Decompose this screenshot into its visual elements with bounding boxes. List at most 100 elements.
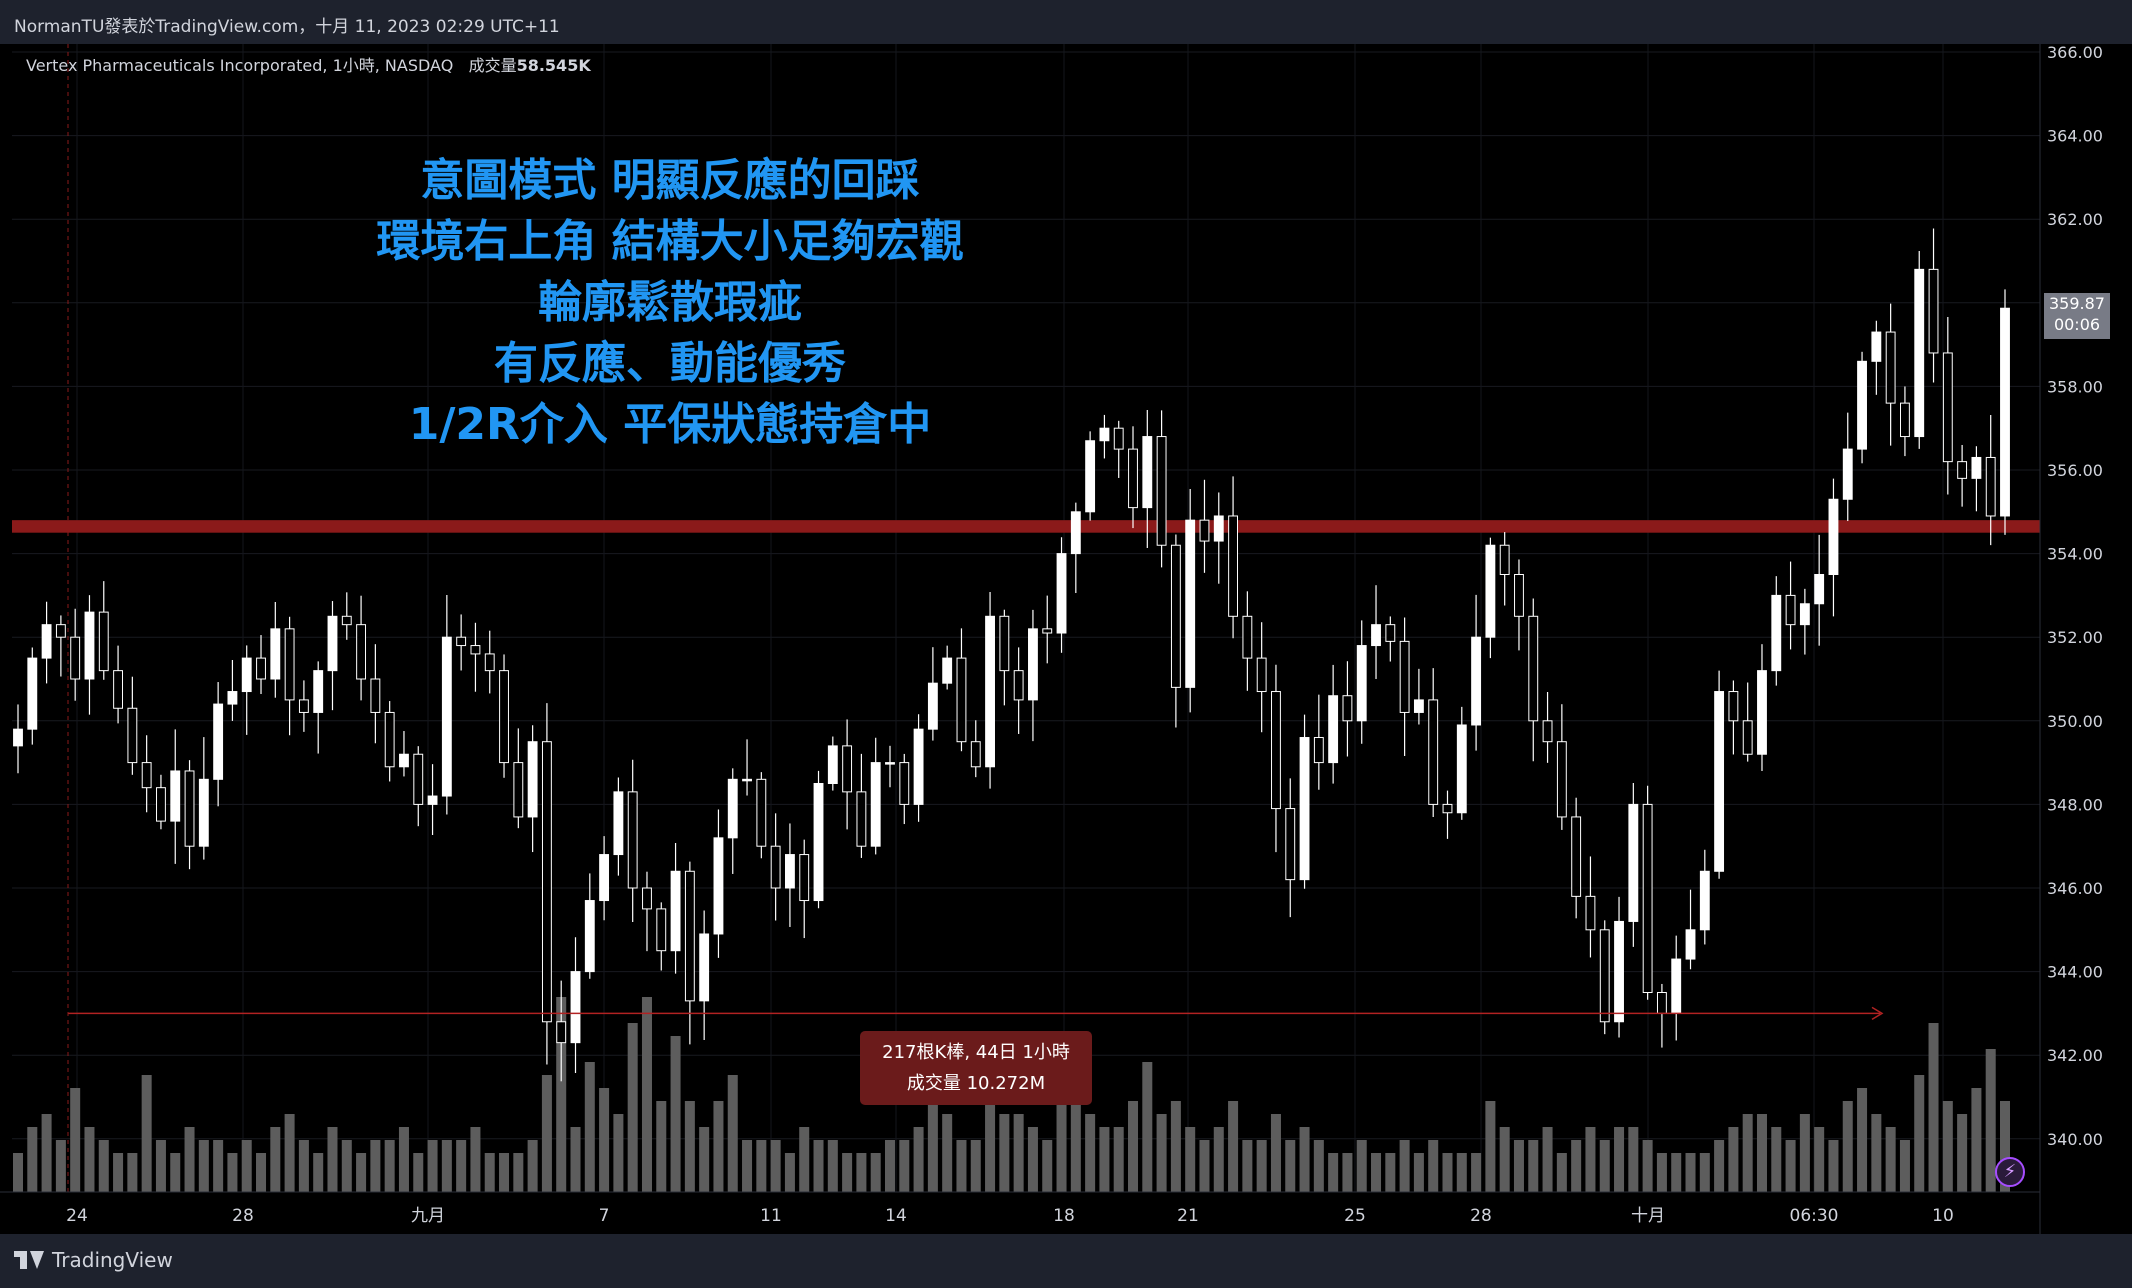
candle-body bbox=[1399, 640, 1410, 713]
volume-bar bbox=[1756, 1114, 1767, 1192]
candle-body bbox=[999, 615, 1010, 672]
candle-body bbox=[1556, 741, 1567, 818]
candle-body bbox=[213, 703, 224, 780]
candle-body bbox=[1328, 695, 1339, 764]
last-price-value: 359.87 bbox=[2049, 294, 2105, 313]
volume-bar bbox=[1299, 1127, 1310, 1192]
symbol-info[interactable]: Vertex Pharmaceuticals Incorporated, 1小時… bbox=[26, 52, 591, 76]
volume-bar bbox=[427, 1140, 438, 1192]
volume-bar bbox=[527, 1140, 538, 1192]
price-axis[interactable]: 366.00364.00362.00360.00358.00356.00354.… bbox=[2039, 44, 2103, 1234]
symbol-name[interactable]: Vertex Pharmaceuticals Incorporated, 1小時… bbox=[26, 56, 454, 75]
volume-bar bbox=[1857, 1088, 1868, 1192]
tradingview-logo[interactable]: TradingView bbox=[14, 1248, 173, 1272]
time-tick-label: 25 bbox=[1344, 1206, 1366, 1226]
time-axis[interactable]: 24 28 九月 7 11 14 18 21 25 28 十月 06:30 10 bbox=[0, 1191, 2040, 1226]
time-tick-label: 十月 bbox=[1631, 1206, 1665, 1226]
candle-body bbox=[1957, 461, 1968, 479]
annotation-line: 意圖模式 明顯反應的回踩 bbox=[420, 155, 920, 206]
candle-body bbox=[799, 854, 810, 902]
volume-bar bbox=[1328, 1153, 1339, 1192]
annotation-line: 1/2R介入 平保狀態持倉中 bbox=[408, 399, 932, 450]
candle-body bbox=[684, 870, 695, 1002]
volume-bar bbox=[84, 1127, 95, 1192]
candle-body bbox=[1128, 448, 1138, 509]
volume-layer bbox=[12, 997, 2011, 1192]
volume-bar bbox=[1513, 1140, 1524, 1192]
volume-bar bbox=[570, 1127, 581, 1192]
volume-value: 58.545K bbox=[516, 56, 591, 75]
candle-body bbox=[41, 624, 52, 659]
candle-body bbox=[1142, 436, 1153, 509]
volume-bar bbox=[198, 1140, 209, 1192]
candle-body bbox=[770, 845, 781, 889]
candle-body bbox=[184, 770, 195, 847]
volume-bar bbox=[613, 1114, 624, 1192]
candle-body bbox=[713, 837, 724, 935]
time-tick-label: 28 bbox=[1470, 1206, 1492, 1226]
resistance-zone bbox=[12, 520, 2040, 533]
volume-bar bbox=[1270, 1114, 1281, 1192]
volume-bar bbox=[970, 1140, 981, 1192]
volume-bar bbox=[1914, 1075, 1925, 1192]
range-volume-text: 成交量 10.272M bbox=[906, 1073, 1046, 1094]
volume-bar bbox=[341, 1140, 352, 1192]
candle-body bbox=[1313, 737, 1324, 764]
volume-bar bbox=[1828, 1140, 1839, 1192]
candle-body bbox=[670, 870, 681, 952]
candle-body bbox=[13, 728, 23, 747]
volume-bar bbox=[1456, 1153, 1467, 1192]
candle-body bbox=[1442, 803, 1453, 814]
volume-bar bbox=[484, 1153, 495, 1192]
volume-bar bbox=[1685, 1153, 1696, 1192]
volume-bar bbox=[227, 1153, 238, 1192]
candle-body bbox=[1571, 816, 1582, 897]
volume-bar bbox=[370, 1140, 381, 1192]
volume-bar bbox=[870, 1153, 881, 1192]
candle-body bbox=[70, 636, 81, 680]
candle-body bbox=[1456, 724, 1467, 814]
volume-bar bbox=[1313, 1140, 1324, 1192]
candle-body bbox=[1542, 720, 1553, 743]
candle-body bbox=[1942, 352, 1953, 463]
volume-bar bbox=[1642, 1140, 1653, 1192]
candle-body bbox=[170, 770, 181, 822]
candle-body bbox=[942, 657, 953, 684]
volume-bar bbox=[670, 1036, 681, 1192]
candle-body bbox=[1356, 645, 1367, 722]
candle-body bbox=[499, 670, 509, 764]
volume-bar bbox=[284, 1114, 295, 1192]
volume-bar bbox=[456, 1140, 467, 1192]
candle-body bbox=[727, 778, 738, 839]
volume-bar bbox=[70, 1088, 81, 1192]
price-tick-label: 344.00 bbox=[2047, 963, 2103, 982]
candle-body bbox=[1042, 628, 1053, 634]
candle-body bbox=[784, 854, 795, 889]
candle-body bbox=[1614, 920, 1624, 1023]
candle-body bbox=[1971, 456, 1982, 479]
volume-bar bbox=[1013, 1114, 1024, 1192]
volume-bar bbox=[956, 1140, 967, 1192]
candle-body bbox=[1070, 511, 1081, 555]
volume-bar bbox=[1356, 1140, 1367, 1192]
volume-bar bbox=[1785, 1140, 1796, 1192]
candle-body bbox=[456, 636, 467, 647]
candle-body bbox=[584, 900, 595, 973]
bottom-bar: TradingView bbox=[0, 1234, 2132, 1288]
lightning-icon[interactable]: ⚡ bbox=[1995, 1157, 2025, 1187]
candle-body bbox=[327, 615, 338, 672]
volume-bar bbox=[699, 1127, 710, 1192]
price-tick-label: 340.00 bbox=[2047, 1130, 2103, 1149]
annotation-line: 輪廓鬆散瑕疵 bbox=[538, 277, 802, 328]
volume-bar bbox=[884, 1140, 895, 1192]
volume-bar bbox=[1485, 1101, 1496, 1192]
candle-body bbox=[885, 762, 895, 765]
volume-bar bbox=[55, 1140, 66, 1192]
price-tick-label: 352.00 bbox=[2047, 628, 2103, 647]
candle-body bbox=[1271, 691, 1281, 810]
volume-bar bbox=[1714, 1140, 1725, 1192]
volume-bar bbox=[656, 1101, 667, 1192]
candle-body bbox=[1985, 456, 1996, 517]
volume-bar bbox=[1099, 1127, 1110, 1192]
volume-bar bbox=[1170, 1101, 1181, 1192]
